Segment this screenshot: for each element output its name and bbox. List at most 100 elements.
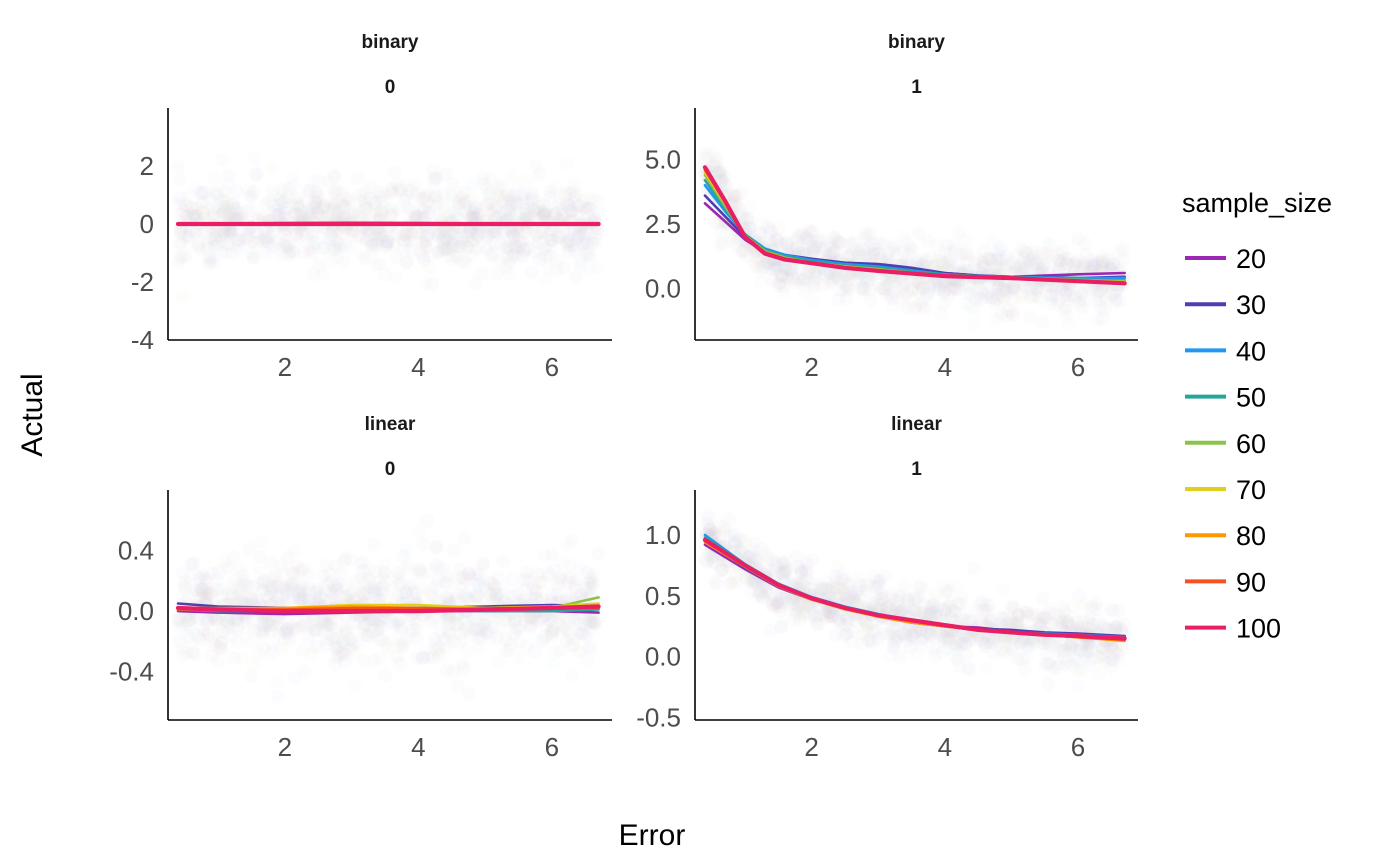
scatter-point (533, 210, 548, 225)
scatter-point (863, 273, 878, 287)
scatter-point (779, 264, 794, 278)
scatter-point (423, 249, 438, 264)
y-tick-label: 0.4 (118, 536, 154, 566)
scatter-point (345, 224, 360, 239)
scatter-point (991, 287, 1006, 302)
scatter-point (772, 275, 787, 290)
scatter-point (1022, 641, 1036, 656)
scatter-point (1096, 617, 1111, 632)
scatter-point (449, 208, 463, 223)
scatter-point (358, 201, 373, 216)
scatter-point (1108, 619, 1123, 634)
scatter-point (894, 294, 909, 309)
scatter-point (1054, 256, 1068, 271)
scatter-point (543, 613, 558, 628)
scatter-point (178, 229, 193, 244)
scatter-point (518, 202, 533, 217)
scatter-point (208, 231, 222, 246)
scatter-point (367, 653, 382, 668)
scatter-point (190, 583, 205, 598)
scatter-point (986, 634, 1001, 649)
scatter-point (1096, 647, 1111, 662)
scatter-point (935, 579, 950, 594)
scatter-point (319, 632, 334, 647)
scatter-point (214, 193, 229, 208)
scatter-point (988, 259, 1003, 274)
scatter-point (443, 240, 458, 255)
scatter-point (403, 184, 418, 198)
scatter-point (911, 285, 926, 300)
scatter-point (867, 242, 882, 257)
scatter-point (552, 230, 567, 244)
scatter-point (446, 633, 461, 648)
scatter-point (327, 657, 342, 672)
facet-strip-label: linear (365, 414, 416, 435)
scatter-point (469, 566, 484, 581)
scatter-point (206, 208, 221, 223)
scatter-point (870, 631, 885, 646)
scatter-point (398, 227, 413, 242)
scatter-point (502, 613, 517, 628)
scatter-point (930, 275, 945, 290)
scatter-point (910, 646, 925, 661)
legend-label: 20 (1236, 244, 1266, 274)
scatter-point (771, 275, 786, 290)
scatter-point (324, 612, 339, 627)
scatter-point (372, 582, 387, 597)
scatter-point (842, 271, 857, 286)
scatter-point (914, 639, 928, 654)
scatter-point (1052, 253, 1067, 268)
scatter-point (427, 632, 442, 647)
scatter-point (1030, 609, 1045, 624)
scatter-point (196, 226, 211, 240)
scatter-point (333, 236, 348, 251)
scatter-point (512, 205, 527, 220)
scatter-point (191, 628, 206, 643)
scatter-point (291, 200, 305, 215)
scatter-point (304, 203, 319, 218)
scatter-point (1020, 609, 1035, 624)
scatter-point (476, 558, 490, 573)
scatter-point (867, 600, 882, 615)
scatter-point (844, 594, 859, 609)
scatter-point (228, 202, 243, 217)
scatter-point (538, 249, 553, 263)
scatter-point (754, 276, 769, 291)
scatter-point (698, 552, 713, 567)
scatter-point (1035, 260, 1049, 275)
scatter-point (498, 612, 513, 627)
scatter-point (461, 593, 476, 608)
scatter-point (415, 205, 430, 220)
scatter-point (826, 229, 841, 244)
series-line-100 (702, 537, 1127, 641)
scatter-point (400, 225, 415, 239)
scatter-point (907, 631, 922, 646)
scatter-point (915, 300, 930, 314)
scatter-point (818, 603, 832, 618)
scatter-point (789, 276, 803, 291)
scatter-point (440, 225, 454, 240)
scatter-point (927, 593, 941, 608)
scatter-point (396, 242, 411, 257)
scatter-point (190, 209, 205, 224)
scatter-point (265, 182, 280, 197)
scatter-point (329, 559, 343, 574)
scatter-point (779, 596, 794, 610)
scatter-point (1024, 607, 1039, 622)
scatter-point (709, 216, 723, 231)
scatter-point (537, 206, 552, 221)
scatter-point (566, 176, 581, 191)
scatter-point (866, 236, 881, 251)
scatter-point (280, 624, 295, 639)
scatter-point (192, 570, 207, 585)
scatter-point (795, 227, 810, 242)
scatter-point (939, 641, 953, 656)
scatter-point (748, 553, 763, 568)
scatter-point (1042, 237, 1057, 252)
scatter-point (1096, 640, 1110, 655)
scatter-point (913, 605, 928, 620)
scatter-point (974, 631, 989, 646)
